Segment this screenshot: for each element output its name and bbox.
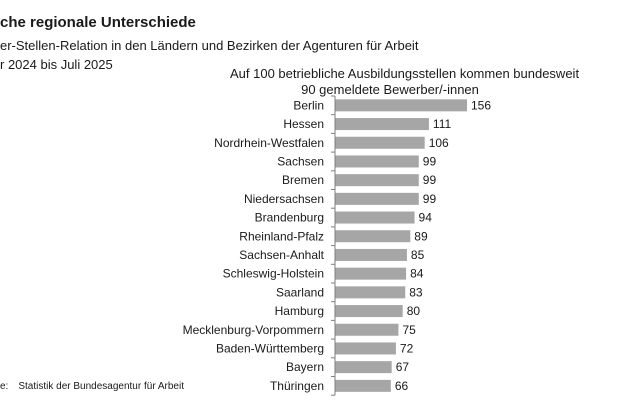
bar: [335, 323, 399, 336]
bar: [335, 230, 411, 243]
category-label: Bremen: [282, 173, 324, 187]
category-label: Saarland: [276, 285, 324, 299]
bar: [335, 361, 392, 374]
data-label: 72: [400, 341, 414, 355]
category-label: Thüringen: [270, 379, 324, 393]
data-label: 156: [471, 98, 491, 112]
data-label: 75: [402, 323, 416, 337]
category-label: Baden-Württemberg: [216, 341, 324, 355]
chart-title: che regionale Unterschiede: [0, 14, 196, 31]
data-label: 83: [409, 285, 423, 299]
data-label: 66: [395, 379, 409, 393]
data-label: 99: [423, 154, 437, 168]
data-label: 67: [396, 360, 410, 374]
bar: [335, 99, 467, 112]
category-label: Sachsen: [277, 154, 324, 168]
bar: [335, 136, 425, 149]
category-label: Schleswig-Holstein: [223, 267, 324, 281]
category-label: Berlin: [293, 98, 324, 112]
bar: [335, 286, 406, 299]
bar: [335, 248, 407, 261]
category-label: Sachsen-Anhalt: [239, 248, 324, 262]
category-label: Hessen: [283, 117, 324, 131]
category-label: Mecklenburg-Vorpommern: [183, 323, 324, 337]
category-label: Brandenburg: [255, 211, 324, 225]
data-label: 111: [433, 117, 452, 131]
annotation-line-1: Auf 100 betriebliche Ausbildungsstellen …: [230, 66, 580, 81]
bar: [335, 211, 415, 224]
bar: [335, 305, 403, 318]
data-label: 94: [419, 211, 433, 225]
data-label: 99: [423, 192, 437, 206]
category-label: Hamburg: [275, 304, 324, 318]
source-text: Statistik der Bundesagentur für Arbeit: [18, 381, 184, 392]
data-label: 99: [423, 173, 437, 187]
bar: [335, 118, 429, 131]
bar: [335, 174, 419, 187]
bar: [335, 267, 407, 280]
bar: [335, 342, 396, 355]
category-label: Bayern: [286, 360, 324, 374]
chart-period: r 2024 bis Juli 2025: [0, 57, 113, 72]
bar: [335, 192, 419, 205]
category-label: Rheinland-Pfalz: [239, 229, 324, 243]
source-label: e:: [0, 381, 9, 392]
category-label: Niedersachsen: [244, 192, 324, 206]
bar: [335, 379, 391, 392]
data-label: 106: [429, 136, 449, 150]
data-label: 89: [414, 229, 428, 243]
chart-subtitle: er-Stellen-Relation in den Ländern und B…: [0, 38, 419, 53]
data-label: 84: [410, 267, 424, 281]
bar: [335, 155, 419, 168]
data-label: 80: [407, 304, 421, 318]
source-note: e: Statistik der Bundesagentur für Arbeit: [0, 381, 184, 392]
category-label: Nordrhein-Westfalen: [214, 136, 324, 150]
data-label: 85: [411, 248, 425, 262]
annotation-line-2: 90 gemeldete Bewerber/-innen: [301, 82, 479, 97]
